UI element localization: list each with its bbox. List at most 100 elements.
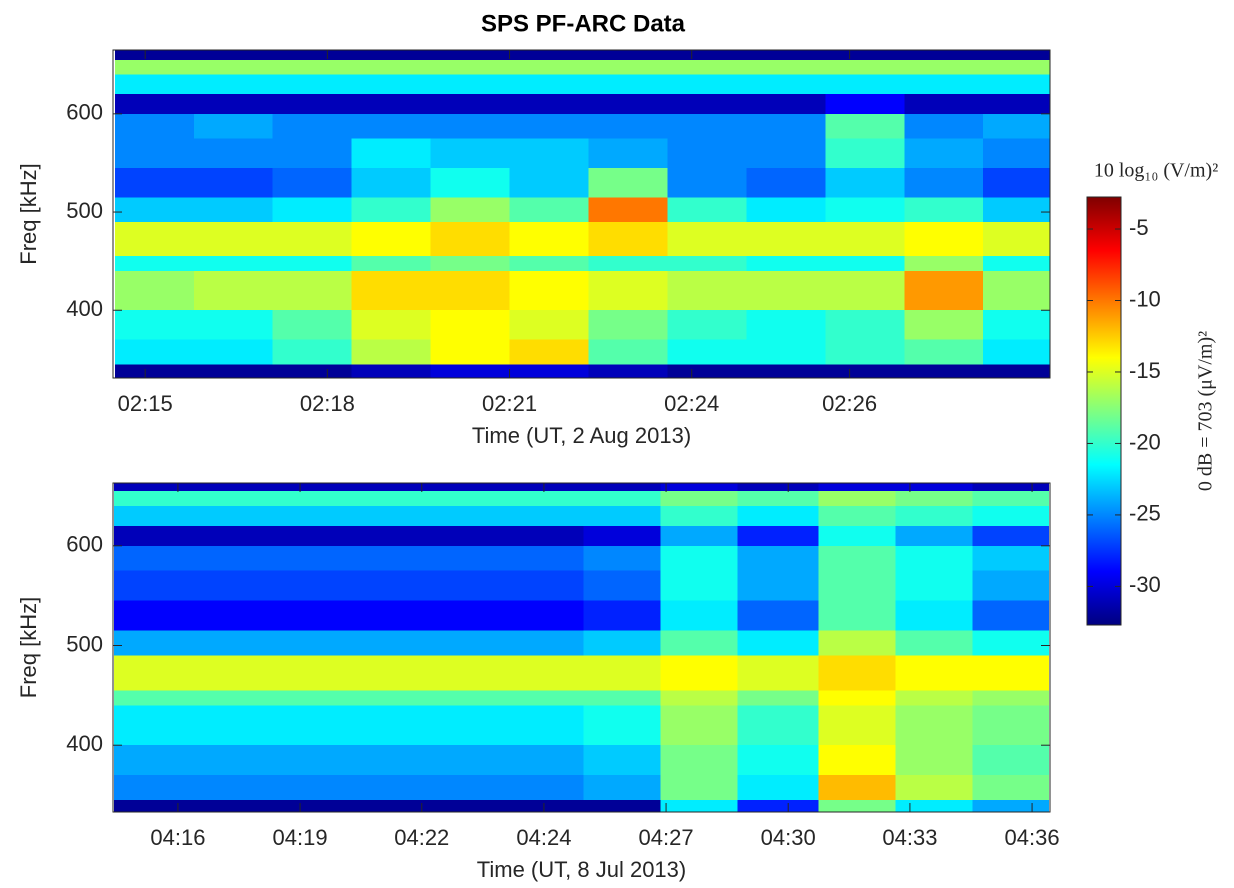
heatmap-cell <box>509 50 589 60</box>
heatmap-cell <box>267 690 349 706</box>
heatmap-cell <box>904 310 984 340</box>
heatmap-cell <box>983 270 1050 311</box>
heatmap-cell <box>904 113 984 139</box>
heatmap-cell <box>430 74 510 95</box>
heatmap-cell <box>193 74 273 95</box>
heatmap-cell <box>895 570 973 601</box>
heatmap-cell <box>272 197 352 222</box>
heatmap-cell <box>193 138 273 168</box>
colorbar-tick-label: -20 <box>1129 429 1161 454</box>
heatmap-cell <box>983 339 1050 365</box>
heatmap-cell <box>825 113 905 139</box>
x-axis-label: Time (UT, 8 Jul 2013) <box>477 857 686 882</box>
heatmap-cell <box>502 775 584 801</box>
heatmap-cell <box>583 525 661 546</box>
heatmap-cell <box>430 138 510 168</box>
heatmap-cell <box>114 339 194 365</box>
heatmap-cell <box>895 505 973 526</box>
heatmap-cell <box>737 505 819 526</box>
heatmap-cell <box>825 50 905 60</box>
heatmap-cell <box>193 50 273 60</box>
heatmap-cell <box>267 570 349 601</box>
heatmap-cell <box>502 630 584 656</box>
heatmap-cell <box>113 775 191 801</box>
heatmap-cell <box>895 483 973 491</box>
heatmap-cell <box>746 310 826 340</box>
heatmap-cell <box>746 50 826 60</box>
heatmap-cell <box>737 800 819 812</box>
heatmap-cell <box>667 167 747 198</box>
heatmap-cell <box>351 50 431 60</box>
heatmap-cell <box>667 310 747 340</box>
heatmap-cell <box>825 256 905 271</box>
x-tick-label: 04:30 <box>761 825 816 850</box>
heatmap-cell <box>114 310 194 340</box>
x-axis-label: Time (UT, 2 Aug 2013) <box>472 423 691 448</box>
heatmap-cell <box>660 545 738 571</box>
heatmap-cell <box>193 167 273 198</box>
x-tick-label: 04:27 <box>639 825 694 850</box>
heatmap-cell <box>272 167 352 198</box>
heatmap-cell <box>193 270 273 311</box>
heatmap-cell <box>430 221 510 257</box>
heatmap-cell <box>272 50 352 60</box>
heatmap-cell <box>425 705 503 746</box>
heatmap-cell <box>983 221 1050 257</box>
heatmap-cell <box>193 221 273 257</box>
x-tick-label: 04:16 <box>150 825 205 850</box>
heatmap-cell <box>114 94 194 114</box>
heatmap-cell <box>825 270 905 311</box>
heatmap-cell <box>660 505 738 526</box>
heatmap-cell <box>972 483 1050 491</box>
heatmap-cell <box>746 221 826 257</box>
heatmap-cell <box>272 113 352 139</box>
heatmap-cell <box>113 630 191 656</box>
heatmap-cell <box>272 94 352 114</box>
heatmap-cell <box>904 74 984 95</box>
heatmap-cell <box>667 74 747 95</box>
heatmap-cell <box>904 94 984 114</box>
colorbar-note: 0 dB = 703 (μV/m)² <box>1195 331 1217 491</box>
heatmap-cell <box>583 800 661 812</box>
x-tick-label: 04:22 <box>394 825 449 850</box>
heatmap-cell <box>348 545 426 571</box>
heatmap-cell <box>114 270 194 311</box>
heatmap-cell <box>190 800 268 812</box>
heatmap-cell <box>895 545 973 571</box>
heatmap-cell <box>667 138 747 168</box>
heatmap-cell <box>430 94 510 114</box>
heatmap-cell <box>114 364 194 378</box>
x-tick-label: 04:36 <box>1005 825 1060 850</box>
heatmap-cell <box>193 364 273 378</box>
heatmap-cell <box>502 690 584 706</box>
heatmap-cell <box>588 270 668 311</box>
heatmap-cell <box>904 59 984 75</box>
heatmap-cell <box>193 59 273 75</box>
heatmap-cell <box>430 197 510 222</box>
heatmap-cell <box>825 310 905 340</box>
heatmap-cell <box>502 545 584 571</box>
heatmap-cell <box>588 74 668 95</box>
heatmap-cell <box>588 310 668 340</box>
heatmap-cell <box>825 94 905 114</box>
heatmap-cell <box>667 94 747 114</box>
heatmap-cell <box>113 655 191 691</box>
heatmap-cell <box>502 745 584 776</box>
heatmap-cell <box>660 800 738 812</box>
heatmap-cell <box>114 138 194 168</box>
heatmap-cell <box>509 113 589 139</box>
heatmap-cell <box>818 600 896 631</box>
heatmap-cell <box>190 705 268 746</box>
heatmap-cell <box>190 505 268 526</box>
heatmap-cell <box>509 364 589 378</box>
heatmap-cell <box>267 655 349 691</box>
heatmap-cell <box>895 655 973 691</box>
heatmap-cell <box>667 113 747 139</box>
heatmap-cell <box>746 94 826 114</box>
colorbar-tick-label: -15 <box>1129 358 1161 383</box>
heatmap-cell <box>509 270 589 311</box>
heatmap-cell <box>660 655 738 691</box>
heatmap-cell <box>348 800 426 812</box>
heatmap-cell <box>430 270 510 311</box>
heatmap-cell <box>425 775 503 801</box>
